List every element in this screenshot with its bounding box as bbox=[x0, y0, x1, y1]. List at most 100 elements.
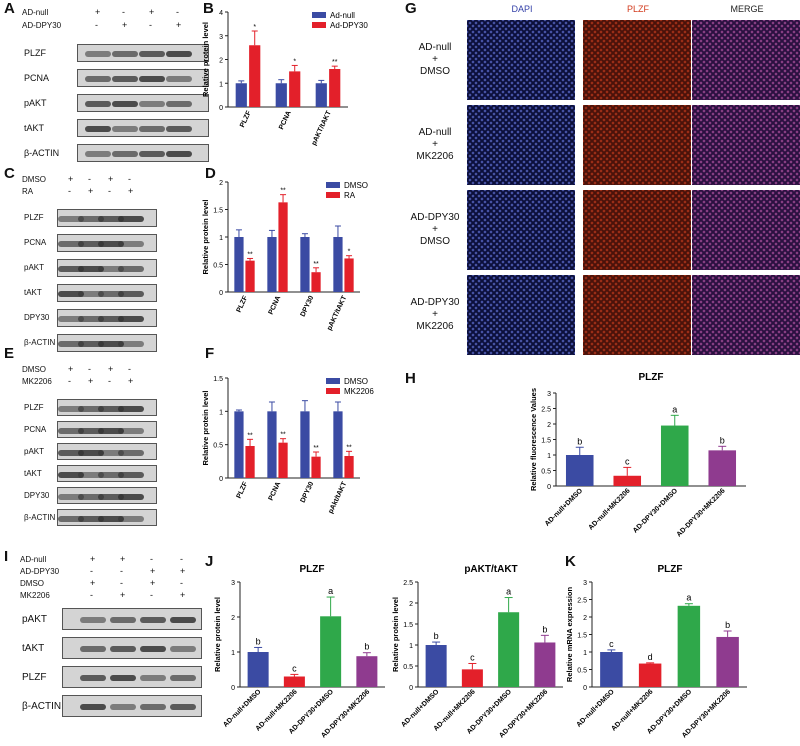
blot-band bbox=[78, 291, 104, 297]
condition-label: AD-null + DMSO bbox=[405, 42, 465, 78]
bar bbox=[498, 612, 520, 687]
x-category-label: PLZF bbox=[236, 480, 250, 499]
blot-strip bbox=[57, 309, 157, 327]
bar bbox=[235, 83, 247, 107]
blot-band bbox=[85, 126, 111, 132]
blot-strip bbox=[57, 234, 157, 252]
condition-sign: - bbox=[128, 174, 131, 184]
chart-title: PLZF bbox=[639, 372, 664, 383]
blot-band bbox=[112, 126, 138, 132]
blot-strip bbox=[57, 509, 157, 526]
blot-row-label: tAKT bbox=[24, 468, 42, 478]
bar bbox=[344, 456, 354, 478]
condition-sign: + bbox=[95, 7, 101, 17]
condition-sign: - bbox=[95, 20, 98, 30]
bar bbox=[300, 237, 310, 292]
significance-letter: b bbox=[364, 642, 369, 652]
blot-band bbox=[58, 291, 84, 297]
condition-label: AD-DPY30 + DMSO bbox=[405, 212, 465, 248]
y-tick-label: 2 bbox=[409, 601, 413, 608]
y-tick-label: 2 bbox=[219, 58, 223, 65]
condition-sign: - bbox=[68, 186, 71, 196]
significance-label: * bbox=[348, 249, 351, 256]
bar bbox=[278, 442, 288, 478]
condition-sign: - bbox=[176, 7, 179, 17]
blot-band bbox=[118, 241, 144, 247]
blot-band bbox=[58, 241, 84, 247]
blot-row-label: PLZF bbox=[24, 48, 47, 58]
condition-sign: - bbox=[120, 578, 123, 588]
x-category-label: AD-null+DMSO bbox=[400, 688, 441, 729]
fluorescence-image bbox=[467, 105, 575, 185]
blot-band bbox=[58, 405, 84, 412]
significance-letter: c bbox=[470, 652, 475, 662]
blot-band bbox=[170, 675, 196, 681]
blot-band bbox=[118, 449, 144, 456]
condition-sign: - bbox=[149, 20, 152, 30]
bar bbox=[534, 642, 556, 687]
blot-band bbox=[78, 241, 104, 247]
fluorescence-image bbox=[692, 105, 800, 185]
blot-band bbox=[85, 76, 111, 82]
blot-band bbox=[80, 675, 106, 681]
blot-band bbox=[170, 617, 196, 623]
significance-letter: a bbox=[328, 586, 333, 596]
blot-row-label: pAKT bbox=[24, 446, 45, 456]
condition-line: AD-null bbox=[418, 42, 452, 53]
legend-swatch bbox=[312, 22, 326, 28]
fluorescence-image bbox=[692, 275, 800, 355]
bar bbox=[716, 636, 739, 687]
blot-band bbox=[80, 704, 106, 710]
condition-line: MK2206 bbox=[416, 321, 454, 332]
significance-label: * bbox=[293, 58, 296, 65]
y-tick-label: 2 bbox=[231, 615, 235, 622]
blot-band bbox=[118, 291, 144, 297]
blot-band bbox=[98, 291, 124, 297]
legend-label: DMSO bbox=[344, 181, 368, 190]
blot-band bbox=[58, 316, 84, 322]
significance-letter: b bbox=[577, 436, 582, 446]
condition-sign: + bbox=[176, 20, 182, 30]
blot-band bbox=[166, 126, 192, 132]
condition-line: DMSO bbox=[420, 236, 450, 247]
significance-letter: b bbox=[725, 620, 730, 630]
bar bbox=[356, 656, 378, 687]
blot-row-label: PLZF bbox=[24, 402, 44, 412]
x-category-label: AD-null+DMSO bbox=[222, 688, 263, 729]
bar bbox=[245, 446, 255, 478]
legend-swatch bbox=[326, 378, 340, 384]
fluorescence-image bbox=[467, 190, 575, 270]
significance-letter: a bbox=[672, 404, 677, 414]
bar bbox=[267, 237, 277, 292]
x-category-label: PCNA bbox=[268, 295, 283, 316]
x-category-label: pAkt/tAKT bbox=[328, 480, 349, 515]
condition-sign: + bbox=[68, 364, 74, 374]
condition-sign: + bbox=[149, 7, 155, 17]
blot-band bbox=[170, 704, 196, 710]
bar bbox=[565, 455, 594, 486]
blot-strip bbox=[62, 608, 202, 630]
y-tick-label: 1 bbox=[219, 409, 223, 416]
blot-strip bbox=[62, 695, 202, 717]
chart-title: PLZF bbox=[658, 564, 683, 575]
blot-band bbox=[118, 515, 144, 522]
condition-label: RA bbox=[22, 187, 34, 196]
y-tick-label: 0 bbox=[219, 105, 223, 112]
legend-label: DMSO bbox=[344, 377, 368, 386]
legend-swatch bbox=[326, 388, 340, 394]
condition-sign: + bbox=[150, 566, 156, 576]
x-category-label: pAKT/tAKT bbox=[326, 294, 348, 331]
significance-label: * bbox=[253, 24, 256, 31]
bar bbox=[315, 83, 327, 107]
condition-sign: - bbox=[150, 554, 153, 564]
condition-line: AD-null bbox=[418, 127, 452, 138]
bar bbox=[234, 237, 244, 292]
chart-title: pAKT/tAKT bbox=[464, 564, 517, 575]
blot-band bbox=[110, 675, 136, 681]
significance-letter: b bbox=[542, 624, 547, 634]
significance-label: ** bbox=[313, 261, 319, 268]
condition-sign: - bbox=[88, 174, 91, 184]
bar bbox=[283, 676, 305, 687]
blot-band bbox=[78, 427, 104, 434]
blot-strip bbox=[57, 487, 157, 504]
